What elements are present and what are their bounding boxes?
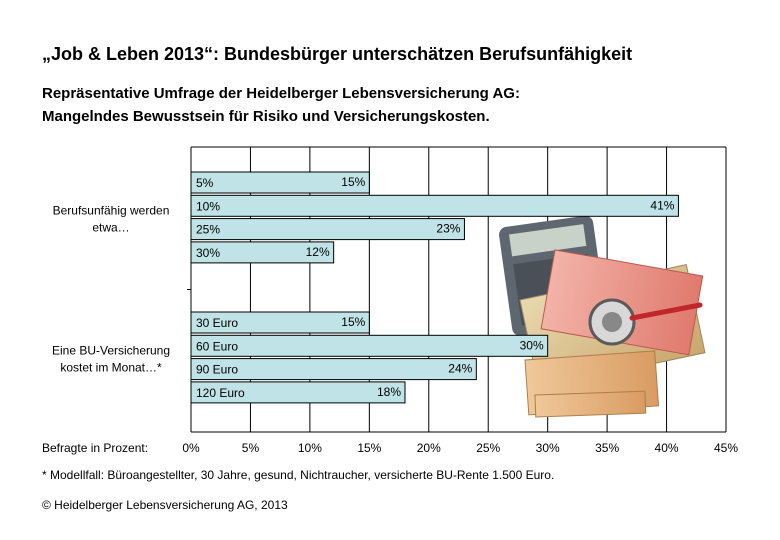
subtitle-line-1: Repräsentative Umfrage der Heidelberger … [42,85,520,102]
bar-category-label: 90 Euro [196,363,238,377]
x-tick-label: 10% [298,441,322,455]
x-tick-label: 5% [242,441,260,455]
chart-bars: 5% 15% 10% 41% 25% 23% 30% 12% 30 Euro 15% 60 Euro… [190,171,679,404]
x-tick-label: 40% [655,441,679,455]
subtitle-line-2: Mangelndes Bewusstsein für Risiko und Ve… [42,108,490,125]
group-labels: Berufsunfähig werden etwa… Eine BU-Versich… [52,204,170,375]
chart-subtitle: Repräsentative Umfrage der Heidelberger … [42,82,520,128]
x-tick-label: 0% [182,441,200,455]
bar-value-label: 18% [377,385,401,399]
x-tick-label: 30% [536,441,560,455]
group-label-line-1: Berufsunfähig werden [53,204,170,218]
bar-value-label: 15% [341,175,365,189]
bar-category-label: 25% [196,223,220,237]
bar-category-label: 120 Euro [196,386,245,400]
bar-value-label: 41% [650,198,674,212]
bar-category-label: 5% [196,176,214,190]
copyright: © Heidelberger Lebensversicherung AG, 20… [42,498,288,512]
bar-value-label: 12% [306,245,330,259]
x-tick-label: 35% [595,441,619,455]
x-tick-label: 45% [714,441,738,455]
group-label-line-2: etwa… [92,221,129,235]
bar-value-label: 15% [341,315,365,329]
bar [190,334,549,357]
bar-category-label: 30 Euro [196,316,238,330]
bar [190,218,465,241]
x-axis: 0% 5% 10% 15% 20% 25% 30% 35% 40% 45% Befragte in … [42,147,738,455]
x-tick-label: 15% [357,441,381,455]
bar [190,194,679,217]
bar-category-label: 60 Euro [196,339,238,353]
group-label-line-2: kostet im Monat…* [60,361,162,375]
chart-title: „Job & Leben 2013“: Bundesbürger untersc… [42,44,633,64]
group-label-line-1: Eine BU-Versicherung [52,344,170,358]
bar-category-label: 10% [196,199,220,213]
bar-value-label: 30% [520,338,544,352]
x-axis-label: Befragte in Prozent: [42,441,148,455]
bar-value-label: 23% [436,222,460,236]
x-tick-label: 25% [476,441,500,455]
x-tick-label: 20% [417,441,441,455]
footnote: * Modellfall: Büroangestellter, 30 Jahre… [42,468,555,482]
bar-category-label: 30% [196,246,220,260]
bar-value-label: 24% [448,362,472,376]
calculator-euro-banknotes-stethoscope-photo [499,215,706,418]
